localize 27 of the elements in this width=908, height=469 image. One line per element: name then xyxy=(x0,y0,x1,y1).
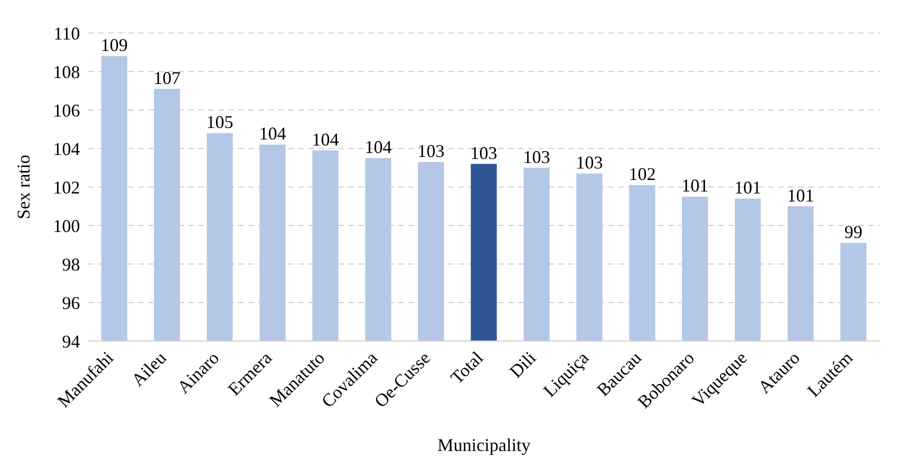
y-tick-label: 100 xyxy=(53,216,80,236)
y-tick-label: 96 xyxy=(62,292,80,313)
data-label: 104 xyxy=(259,124,286,144)
data-label: 101 xyxy=(787,185,814,206)
y-tick-label: 98 xyxy=(62,254,80,274)
y-tick-label: 94 xyxy=(62,331,80,352)
data-label: 104 xyxy=(364,137,392,158)
y-tick-label: 102 xyxy=(53,177,80,198)
data-label: 99 xyxy=(844,222,862,242)
data-label: 103 xyxy=(576,152,603,173)
data-label: 109 xyxy=(100,35,128,56)
data-label: 103 xyxy=(523,146,550,167)
data-label: 103 xyxy=(470,142,498,163)
y-tick-label: 108 xyxy=(53,62,80,82)
x-tick-label: Dili xyxy=(506,348,540,382)
y-tick-label: 110 xyxy=(54,23,80,44)
y-tick-label: 104 xyxy=(53,138,80,159)
y-tick-label: 106 xyxy=(53,100,80,120)
data-label: 107 xyxy=(154,68,180,88)
x-axis-title: Municipality xyxy=(438,435,530,455)
data-label: 104 xyxy=(312,129,339,150)
data-label: 103 xyxy=(418,140,444,161)
data-label: 102 xyxy=(628,164,656,184)
data-label: 101 xyxy=(682,176,708,196)
y-axis-title: Sex ratio xyxy=(13,154,34,220)
data-label: 105 xyxy=(206,112,234,132)
data-label: 101 xyxy=(734,178,762,198)
